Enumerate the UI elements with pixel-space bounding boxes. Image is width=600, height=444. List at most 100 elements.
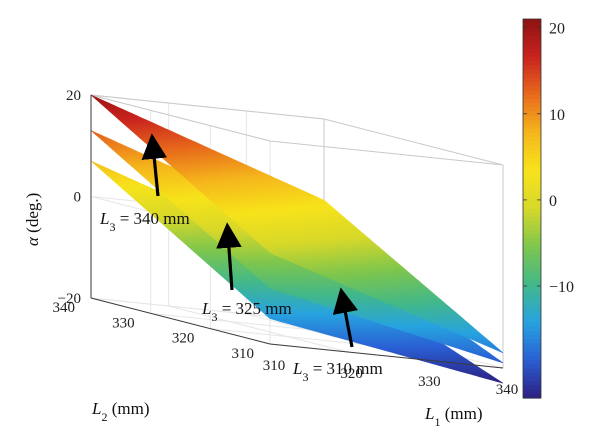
colorbar-band [523, 90, 541, 96]
z-axis-title: α (deg.) [23, 193, 42, 246]
colorbar-band [523, 86, 541, 92]
annotation-label: L3 = 310 mm [292, 359, 383, 384]
colorbar-band [523, 200, 541, 205]
colorbar-band [523, 48, 541, 54]
colorbar-band [523, 221, 541, 226]
colorbar-band [523, 229, 541, 235]
y-axis-title: L2 (mm) [91, 399, 150, 424]
x-axis-line [269, 343, 504, 369]
colorbar-band [523, 313, 541, 319]
colorbar-band [523, 271, 541, 277]
colorbar-band [523, 225, 541, 231]
colorbar-band [523, 275, 541, 281]
colorbar-band [523, 69, 541, 75]
y-tick-label: 330 [112, 315, 135, 331]
colorbar-band [523, 355, 541, 361]
x-tick-label: 310 [263, 358, 286, 374]
colorbar-band [523, 99, 541, 104]
colorbar-band [523, 212, 541, 218]
colorbar-band [523, 208, 541, 214]
colorbar-band [523, 330, 541, 336]
colorbar-band [523, 267, 541, 273]
colorbar-band [523, 162, 541, 167]
colorbar-band [523, 111, 541, 117]
colorbar-band [523, 149, 541, 155]
colorbar-band [523, 343, 541, 349]
colorbar-band [523, 385, 541, 391]
colorbar-band [523, 288, 541, 294]
annotation-label: L3 = 325 mm [201, 299, 292, 324]
colorbar-band [523, 326, 541, 332]
colorbar-band [523, 191, 541, 197]
colorbar-band [523, 360, 541, 365]
colorbar-band [523, 120, 541, 125]
colorbar-band [523, 301, 541, 306]
colorbar-band [523, 195, 541, 201]
colorbar-band [523, 35, 541, 41]
colorbar-tick-label: 10 [549, 107, 565, 124]
colorbar-tick-label: 0 [549, 193, 557, 210]
colorbar-band [523, 61, 541, 66]
colorbar-band [523, 56, 541, 62]
colorbar-band [523, 381, 541, 386]
colorbar-band [523, 153, 541, 159]
colorbar-band [523, 73, 541, 79]
z-tick-label: −20 [58, 291, 81, 307]
colorbar-band [523, 44, 541, 50]
colorbar-band [523, 237, 541, 243]
colorbar-band [523, 132, 541, 138]
colorbar-band [523, 145, 541, 151]
x-tick-label: 330 [418, 374, 441, 390]
colorbar-band [523, 107, 541, 113]
colorbar-band [523, 339, 541, 344]
colorbar-band [523, 187, 541, 193]
y-axis-line [90, 297, 271, 345]
colorbar-band [523, 233, 541, 239]
colorbar-band [523, 157, 541, 163]
colorbar-band [523, 128, 541, 134]
colorbar-band [523, 263, 541, 269]
annotation-label: L3 = 340 mm [99, 209, 190, 234]
y-tick-label: 320 [172, 331, 195, 347]
colorbar-band [523, 115, 541, 121]
colorbar-band [523, 204, 541, 210]
colorbar-band [523, 368, 541, 374]
colorbar-tick-label: 20 [549, 21, 565, 38]
colorbar-band [523, 216, 541, 222]
z-tick-label: 0 [74, 190, 82, 206]
colorbar-band [523, 166, 541, 172]
colorbar-band [523, 393, 541, 399]
colorbar-band [523, 376, 541, 382]
y-tick-label: 340 [53, 300, 76, 316]
colorbar-band [523, 27, 541, 33]
colorbar-band [523, 31, 541, 37]
annotations: L3 = 340 mm L3 = 325 mm L3 = 310 mm [99, 133, 383, 384]
colorbar-band [523, 23, 541, 29]
colorbar-band [523, 103, 541, 109]
colorbar-band [523, 309, 541, 315]
x-tick-label: 340 [496, 382, 519, 398]
y-tick-label: 310 [232, 346, 255, 362]
colorbar-band [523, 170, 541, 176]
x-axis-title: L1 (mm) [424, 404, 483, 429]
surface-patch [318, 197, 329, 205]
colorbar-band [523, 82, 541, 87]
colorbar-tick-label: −10 [549, 279, 574, 296]
colorbar-band [523, 372, 541, 378]
colorbar-band [523, 351, 541, 357]
colorbar-band [523, 136, 541, 142]
colorbar-band [523, 334, 541, 340]
axis-lines [90, 95, 504, 369]
annotation-arrow [216, 222, 242, 291]
colorbar-band [523, 77, 541, 83]
axis-titles: L1 (mm) L2 (mm) α (deg.) [23, 193, 483, 429]
colorbar-band [523, 65, 541, 71]
colorbar-band [523, 347, 541, 353]
colorbar-band [523, 179, 541, 184]
colorbar-band [523, 254, 541, 260]
colorbar-band [523, 250, 541, 256]
colorbar-band [523, 280, 541, 285]
colorbar-band [523, 124, 541, 130]
